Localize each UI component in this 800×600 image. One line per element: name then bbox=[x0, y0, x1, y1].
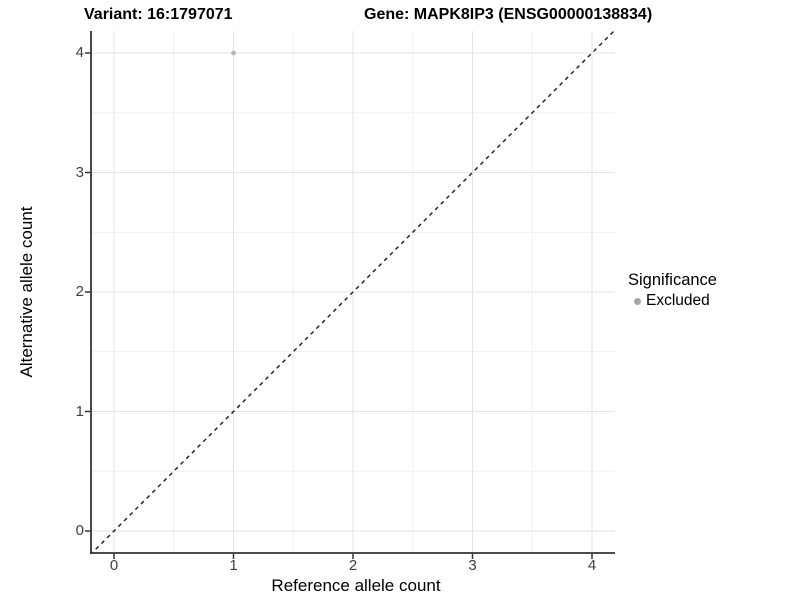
axes bbox=[85, 31, 615, 559]
legend-point-icon bbox=[634, 297, 641, 305]
plot-title-gene: Gene: MAPK8IP3 (ENSG00000138834) bbox=[364, 6, 653, 23]
x-axis-title: Reference allele count bbox=[271, 576, 441, 595]
x-tick-label: 2 bbox=[348, 557, 358, 574]
x-tick-label: 0 bbox=[109, 557, 119, 574]
y-tick-label: 2 bbox=[75, 283, 84, 300]
legend-title: Significance bbox=[628, 271, 717, 289]
grid-major bbox=[91, 31, 615, 553]
identity-dashed-line bbox=[91, 31, 615, 553]
y-tick-label: 4 bbox=[75, 44, 84, 61]
x-tick-label: 3 bbox=[468, 557, 477, 574]
legend-item-excluded: Excluded bbox=[628, 292, 717, 310]
y-tick-label: 0 bbox=[75, 522, 84, 539]
identity-line bbox=[91, 31, 615, 553]
data-points bbox=[231, 50, 236, 56]
y-tick-label: 3 bbox=[75, 163, 84, 181]
legend-item-label: Excluded bbox=[646, 292, 710, 309]
data-point bbox=[231, 50, 236, 56]
x-tick-label: 1 bbox=[229, 557, 238, 574]
y-tick-label: 1 bbox=[75, 402, 84, 420]
x-tick-label: 4 bbox=[587, 557, 597, 574]
y-axis-title: Alternative allele count bbox=[17, 206, 36, 378]
legend: Significance Excluded bbox=[628, 271, 717, 310]
plot-title-variant: Variant: 16:1797071 bbox=[84, 6, 233, 23]
